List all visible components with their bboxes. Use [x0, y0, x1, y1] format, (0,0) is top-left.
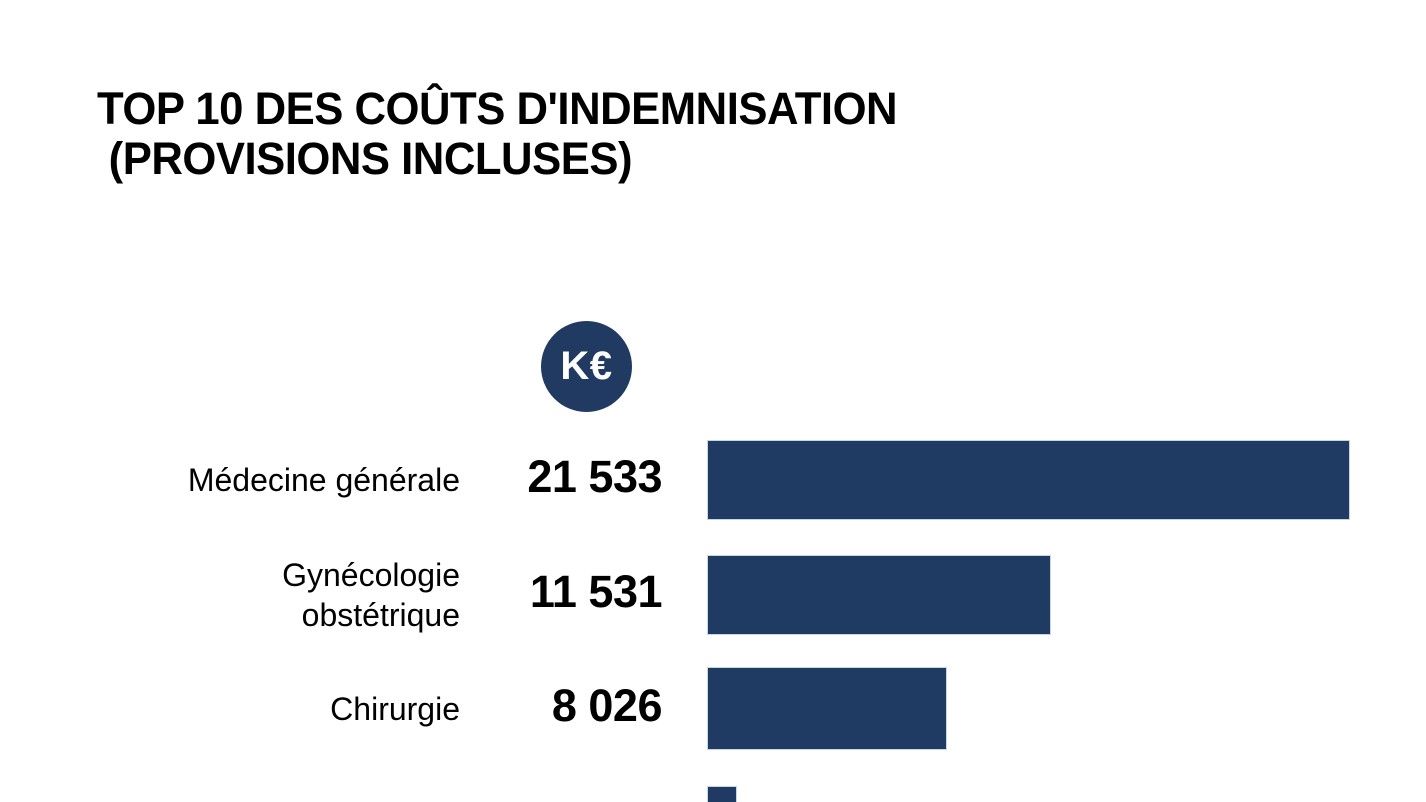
bar	[707, 440, 1350, 520]
chart-title-line2: (PROVISIONS INCLUSES)	[97, 133, 633, 184]
value-label: 8 026	[551, 679, 663, 731]
category-label: Chirurgie	[330, 690, 460, 727]
bar	[707, 667, 947, 750]
category-label: Médecine générale	[187, 462, 460, 498]
value-label: 11 531	[529, 566, 663, 617]
category-label: Gynécologie obstétrique	[282, 557, 460, 633]
chart-title-line1: TOP 10 DES COÛTS D'INDEMNISATION	[97, 83, 898, 134]
unit-badge-label: K€	[560, 344, 613, 388]
value-label: 21 533	[527, 451, 662, 502]
bar	[707, 555, 1051, 635]
unit-badge: K€	[541, 321, 632, 412]
chart-title: TOP 10 DES COÛTS D'INDEMNISATION (PROVIS…	[97, 83, 898, 184]
bar	[707, 786, 737, 802]
